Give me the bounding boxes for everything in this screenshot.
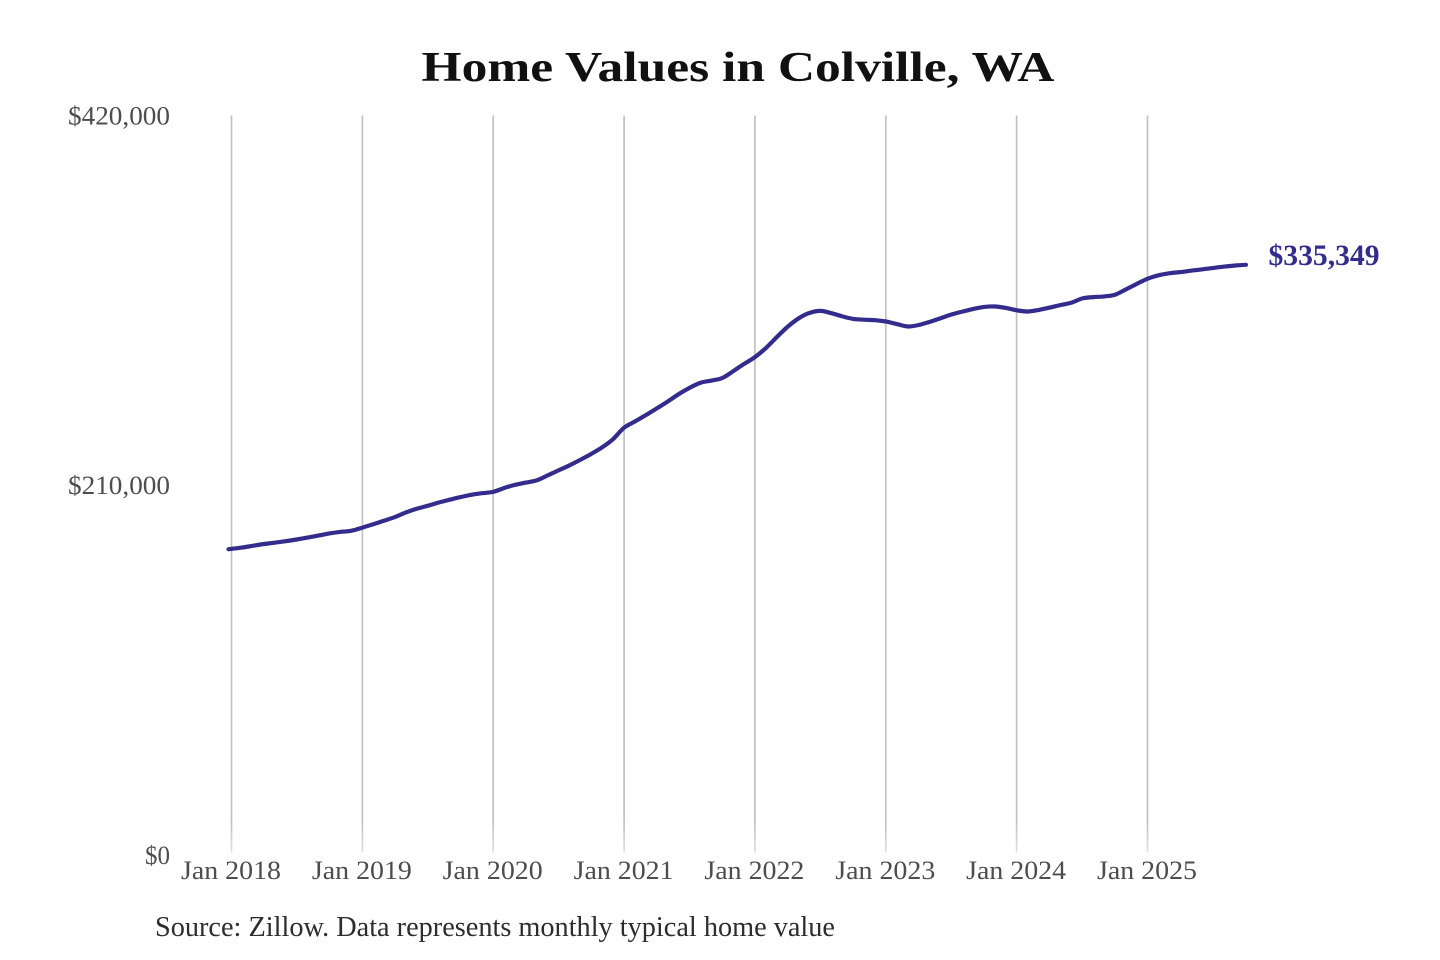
svg-text:Jan 2024: Jan 2024: [966, 856, 1066, 885]
svg-text:$335,349: $335,349: [1269, 239, 1380, 272]
svg-text:$0: $0: [145, 841, 170, 870]
svg-text:Jan 2022: Jan 2022: [704, 856, 804, 885]
svg-text:$420,000: $420,000: [68, 102, 170, 131]
svg-text:Jan 2018: Jan 2018: [181, 856, 281, 885]
svg-text:Jan 2023: Jan 2023: [835, 856, 935, 885]
svg-text:Jan 2021: Jan 2021: [574, 856, 674, 885]
svg-text:Home Values in Colville, WA: Home Values in Colville, WA: [422, 45, 1056, 91]
svg-text:Jan 2020: Jan 2020: [443, 856, 543, 885]
svg-text:Source: Zillow. Data represent: Source: Zillow. Data represents monthly …: [155, 911, 835, 943]
svg-text:Jan 2025: Jan 2025: [1097, 856, 1197, 885]
svg-text:$210,000: $210,000: [68, 471, 170, 500]
svg-text:Jan 2019: Jan 2019: [312, 856, 412, 885]
